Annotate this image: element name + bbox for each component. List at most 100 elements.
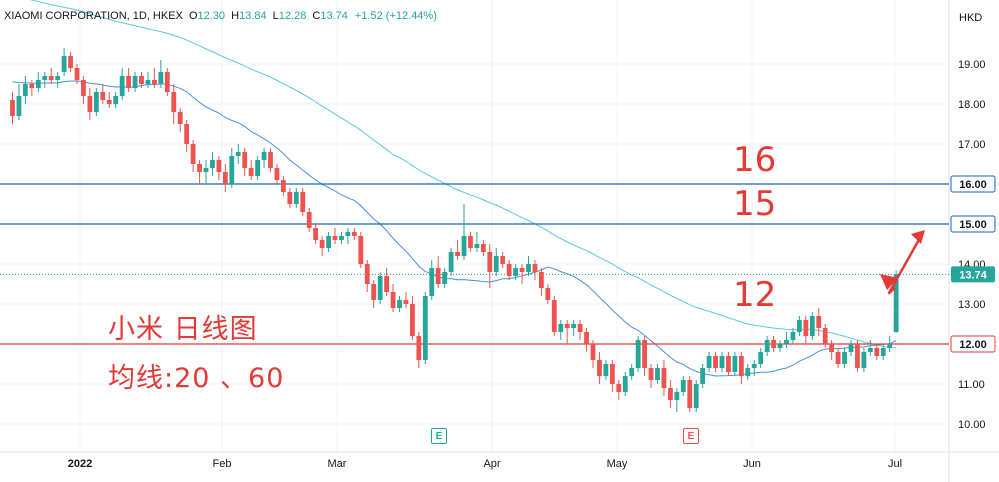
candle-body: [274, 168, 280, 180]
candle-body: [680, 380, 686, 392]
x-tick-label: 2022: [68, 458, 92, 470]
candle-body: [726, 356, 731, 372]
open-value: 12.30: [197, 10, 226, 22]
open-label: O: [188, 10, 198, 22]
candle-body: [842, 352, 847, 364]
symbol-title[interactable]: XIAOMI CORPORATION, 1D, HKEX: [4, 10, 183, 22]
candle-body: [655, 368, 660, 380]
legend-header: XIAOMI CORPORATION, 1D, HKEX O12.30 H 13.…: [4, 10, 437, 22]
candle-body: [197, 164, 202, 172]
candle-body: [797, 320, 802, 332]
candle-body: [113, 96, 119, 104]
candle-body: [132, 76, 138, 88]
candle-body: [687, 380, 693, 408]
candle-body: [184, 124, 190, 144]
x-tick-label: Jul: [888, 458, 902, 470]
candle-body: [145, 80, 151, 84]
candle-body: [42, 76, 48, 80]
candle-body: [10, 100, 15, 116]
currency-label[interactable]: HKD: [959, 12, 983, 24]
candle-body: [177, 112, 183, 124]
level-tag-label: 12.00: [959, 339, 987, 351]
x-tick-label: Apr: [483, 458, 500, 470]
candle-body: [442, 272, 448, 284]
annotation-arrow-head: [911, 230, 925, 244]
candle-body: [164, 72, 170, 92]
candle-body: [758, 352, 764, 364]
candle-body: [210, 160, 215, 168]
candle-body: [345, 232, 351, 236]
earnings-flag-past[interactable]: E: [431, 428, 447, 444]
candle-body: [119, 76, 125, 96]
candle-body: [500, 256, 506, 264]
high-label: H: [231, 10, 240, 22]
candle-body: [339, 236, 344, 240]
candle-body: [474, 244, 480, 248]
candle-body: [35, 80, 41, 88]
candle-body: [93, 92, 99, 112]
candle-body: [203, 168, 209, 172]
candle-body: [480, 244, 486, 252]
level-tag-15.00: [950, 215, 996, 233]
candle-body: [29, 84, 35, 88]
annotation-ma-cn: 均线:20 、60: [108, 363, 285, 394]
candle-body: [377, 276, 383, 300]
candle-body: [558, 324, 564, 332]
candle-body: [306, 212, 312, 228]
candle-body: [55, 76, 61, 80]
candle-body: [571, 324, 577, 328]
candle-body: [461, 236, 467, 256]
candle-body: [803, 320, 809, 336]
candle-body: [171, 92, 177, 112]
candle-body: [893, 274, 899, 332]
candle-body: [68, 56, 73, 68]
candle-body: [216, 160, 222, 172]
x-tick-label: Feb: [213, 458, 232, 470]
candle-body: [255, 160, 260, 176]
annotation-15: 15: [733, 184, 777, 224]
candle-body: [319, 240, 325, 248]
candle-body: [87, 96, 93, 112]
candle-body: [487, 252, 493, 272]
candle-body: [519, 268, 525, 272]
candle-body: [745, 368, 751, 376]
candle-body: [713, 356, 718, 368]
candle-body: [364, 264, 370, 284]
candle-body: [532, 264, 538, 272]
candle-body: [435, 268, 441, 284]
candle-body: [293, 192, 299, 204]
candle-body: [455, 252, 460, 256]
candle-body: [584, 332, 589, 344]
candle-body: [468, 236, 473, 248]
x-tick-label: Jun: [743, 458, 761, 470]
candle-body: [326, 236, 331, 248]
change-value: +1.52 (+12.44%): [354, 10, 437, 22]
close-value: 13.74: [320, 10, 348, 22]
candle-body: [738, 356, 744, 376]
earnings-flag-upcoming[interactable]: E: [683, 428, 699, 444]
candle-body: [16, 96, 22, 116]
candle-body: [416, 336, 422, 360]
candle-body: [635, 340, 641, 368]
candle-body: [526, 264, 531, 272]
candle-body: [81, 80, 86, 96]
annotation-12: 12: [733, 275, 777, 315]
candle-body: [300, 192, 306, 212]
candle-body: [551, 300, 557, 332]
candle-body: [61, 56, 67, 72]
candle-body: [397, 300, 402, 308]
candle-body: [880, 348, 886, 356]
candle-body: [313, 228, 319, 240]
candle-body: [564, 324, 570, 328]
candle-body: [281, 180, 286, 192]
candle-body: [351, 232, 357, 236]
candle-body: [229, 156, 235, 184]
candle-body: [777, 344, 783, 348]
annotation-16: 16: [733, 140, 777, 180]
candle-body: [861, 352, 867, 368]
candle-body: [506, 264, 512, 276]
level-tag-12.00: [950, 335, 996, 353]
candle-body: [23, 84, 28, 96]
